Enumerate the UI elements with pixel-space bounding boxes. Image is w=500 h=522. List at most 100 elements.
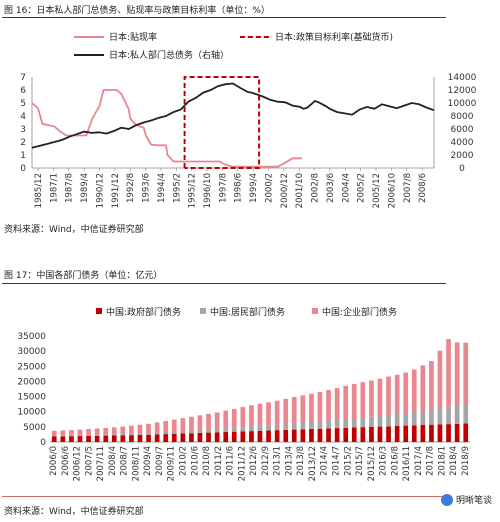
x-tick-label: 2014/7 xyxy=(332,446,342,476)
figure16-title: 图 16：日本私人部门总债务、贴现率与政策目标利率（单位：%） xyxy=(4,6,270,16)
bar-segment-2 xyxy=(411,369,417,412)
bar-segment-2 xyxy=(283,398,289,424)
x-tick-label: 2005/12 xyxy=(372,173,382,208)
bar-segment-1 xyxy=(189,430,194,434)
bar-segment-0 xyxy=(223,432,229,442)
bar-segment-0 xyxy=(51,436,57,442)
bar-segment-0 xyxy=(369,426,374,442)
bar-segment-1 xyxy=(420,410,426,425)
bar-segment-1 xyxy=(369,416,374,427)
bar-segment-1 xyxy=(326,420,331,429)
bar-segment-0 xyxy=(120,435,126,442)
x-tick-label: 2008/6 xyxy=(418,173,428,203)
bar-segment-1 xyxy=(180,430,186,434)
x-tick-label: 1985/12 xyxy=(34,173,44,208)
bar-segment-0 xyxy=(154,434,160,442)
legend-swatch-2 xyxy=(312,308,318,314)
x-tick-label: 2000/12 xyxy=(280,173,290,208)
bar-segment-1 xyxy=(300,422,306,430)
bar-segment-1 xyxy=(343,419,349,428)
bar-segment-1 xyxy=(111,434,117,436)
x-tick-label: 2015/2 xyxy=(343,446,353,476)
bar-segment-0 xyxy=(249,431,254,442)
x-tick-label: 2004/4 xyxy=(341,173,351,203)
y-left-tick-label: 3 xyxy=(20,125,26,135)
bar-segment-1 xyxy=(377,416,383,427)
bar-segment-2 xyxy=(257,403,263,426)
x-tick-label: 2013/12 xyxy=(308,446,318,481)
bar-segment-0 xyxy=(129,435,134,442)
watermark-icon xyxy=(440,493,453,506)
series-line-2 xyxy=(31,82,435,149)
bar-segment-0 xyxy=(334,428,340,442)
x-tick-label: 1995/2 xyxy=(172,173,182,203)
x-tick-label: 2000/2 xyxy=(264,173,274,203)
x-tick-label: 2005/2 xyxy=(357,173,367,203)
figure17-bottom-rule xyxy=(2,496,446,497)
bar-segment-2 xyxy=(231,408,237,428)
legend-swatch-0 xyxy=(96,308,102,314)
x-tick-label: 2009/11 xyxy=(167,446,177,481)
bar-segment-0 xyxy=(463,423,469,442)
bar-segment-1 xyxy=(197,429,203,433)
bar-segment-2 xyxy=(129,425,134,434)
bar-segment-2 xyxy=(77,429,83,436)
bar-segment-0 xyxy=(454,423,460,442)
y-left-tick-label: 4 xyxy=(20,112,26,122)
x-tick-label: 2010/6 xyxy=(190,446,200,476)
figure17-title: 图 17：中国各部门债务（单位：亿元） xyxy=(4,271,163,281)
legend-label-1: 日本:政策目标利率(基础货币) xyxy=(275,31,393,43)
bar-segment-2 xyxy=(154,422,160,433)
bar-segment-1 xyxy=(171,431,177,434)
y-right-tick-label: 0 xyxy=(459,164,465,174)
legend-label-2: 中国:企业部门债务 xyxy=(322,306,397,318)
bar-segment-2 xyxy=(206,413,211,430)
figure16-title-rule xyxy=(2,17,446,18)
figure17-stacked-bar-chart: 中国:政府部门债务 中国:居民部门债务 中国:企业部门债务 0 5000 10000 150… xyxy=(17,306,471,481)
bar-segment-2 xyxy=(300,395,306,423)
bar-segment-2 xyxy=(86,429,91,435)
bar-segment-1 xyxy=(51,435,57,437)
bar-segment-0 xyxy=(180,433,186,442)
bar-segment-1 xyxy=(86,434,91,436)
bar-segment-2 xyxy=(94,428,100,435)
bar-segment-2 xyxy=(351,383,357,419)
bar-segment-0 xyxy=(137,435,143,442)
x-tick-label: 2003/6 xyxy=(326,173,336,203)
bar-segment-0 xyxy=(291,429,297,442)
bar-segment-2 xyxy=(266,402,271,426)
x-tick-label: 2014/4 xyxy=(320,446,330,476)
y-tick-label: 20000 xyxy=(17,377,46,387)
x-tick-label: 2002/8 xyxy=(311,173,321,203)
bar-segment-1 xyxy=(411,412,417,426)
bar-segment-1 xyxy=(274,424,280,431)
legend-label-0: 中国:政府部门债务 xyxy=(106,306,181,318)
y-tick-label: 30000 xyxy=(17,347,46,357)
bar-segment-0 xyxy=(317,428,323,442)
x-tick-label: 1998/6 xyxy=(234,173,244,203)
y-right-tick-label: 14000 xyxy=(448,73,477,83)
bar-segment-0 xyxy=(189,433,194,442)
bar-segment-2 xyxy=(274,400,280,425)
watermark-logo: 明晰笔谈 xyxy=(440,493,492,506)
x-tick-label: 2008/7 xyxy=(120,446,130,476)
y-left-tick-label: 2 xyxy=(20,138,26,148)
bar-segment-1 xyxy=(146,432,151,435)
bar-segment-0 xyxy=(206,432,211,442)
legend-label-0: 日本:贴现率 xyxy=(109,31,157,43)
bar-segment-0 xyxy=(94,435,100,442)
bar-segment-1 xyxy=(94,434,100,436)
y-tick-label: 15000 xyxy=(17,393,46,403)
y-right-tick-label: 6000 xyxy=(451,125,474,135)
x-tick-label: 2007/11 xyxy=(96,446,106,481)
bar-segment-1 xyxy=(309,422,314,429)
x-tick-label: 2012/6 xyxy=(249,446,259,476)
bar-segment-2 xyxy=(360,382,366,418)
bar-segment-1 xyxy=(446,407,451,425)
x-tick-label: 2006/10 xyxy=(387,173,397,208)
bar-segment-2 xyxy=(69,430,74,436)
bar-segment-2 xyxy=(103,428,109,435)
bar-segment-1 xyxy=(386,415,391,427)
bar-segment-2 xyxy=(146,423,151,433)
bar-segment-1 xyxy=(77,435,83,437)
